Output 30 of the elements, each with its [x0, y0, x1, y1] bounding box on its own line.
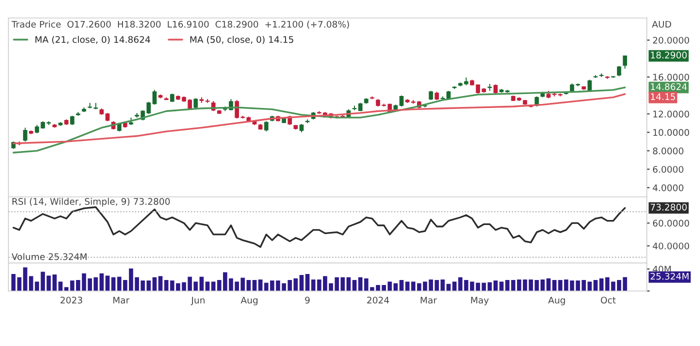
annotation: 14.15	[650, 93, 676, 100]
x-tick-label: 9	[305, 296, 310, 304]
y-tick-label: 8.0000	[652, 148, 684, 154]
y-tick-label: 60.0000	[652, 220, 690, 227]
chart-title: RSI (14, Wilder, Simple, 9) 73.2800	[12, 198, 170, 207]
x-tick-label: May	[471, 296, 489, 306]
y-tick-label: 16.0000	[653, 74, 690, 81]
annotation: 14.8624	[650, 83, 687, 90]
x-tick-label: 2023	[60, 296, 82, 304]
y-tick-label: 6.0000	[652, 166, 684, 173]
x-tick-label: Aug	[240, 296, 258, 306]
y-tick-label: 20.0000	[653, 36, 690, 44]
x-tick-label: Mar	[113, 296, 130, 304]
annotation: 18.2900	[650, 52, 687, 59]
annotation: 25.324M	[650, 272, 688, 280]
x-tick-label: Mar	[420, 296, 437, 304]
y-axis-title: AUD	[652, 20, 672, 28]
y-tick-label: 10.0000	[653, 129, 690, 136]
legend-label: MA (50, close, 0) 14.15	[190, 36, 294, 44]
chart-title: Volume 25.324M	[12, 253, 87, 260]
x-tick-label: Aug	[548, 296, 565, 306]
x-tick-label: Oct	[600, 296, 616, 304]
annotation: 73.2800	[650, 204, 687, 211]
x-tick-label: Jun	[190, 296, 205, 306]
x-tick-label: 2024	[367, 296, 389, 304]
y-tick-label: 12.0000	[653, 110, 690, 118]
y-tick-label: 40.0000	[652, 242, 690, 250]
chart-title: Trade Price O17.2600 H18.3200 L16.9100 C18.2900 +1.2100 (+7.08%)	[12, 20, 349, 29]
legend-label: MA (21, close, 0) 14.8624	[35, 36, 150, 44]
y-tick-label: 4.0000	[652, 184, 684, 192]
